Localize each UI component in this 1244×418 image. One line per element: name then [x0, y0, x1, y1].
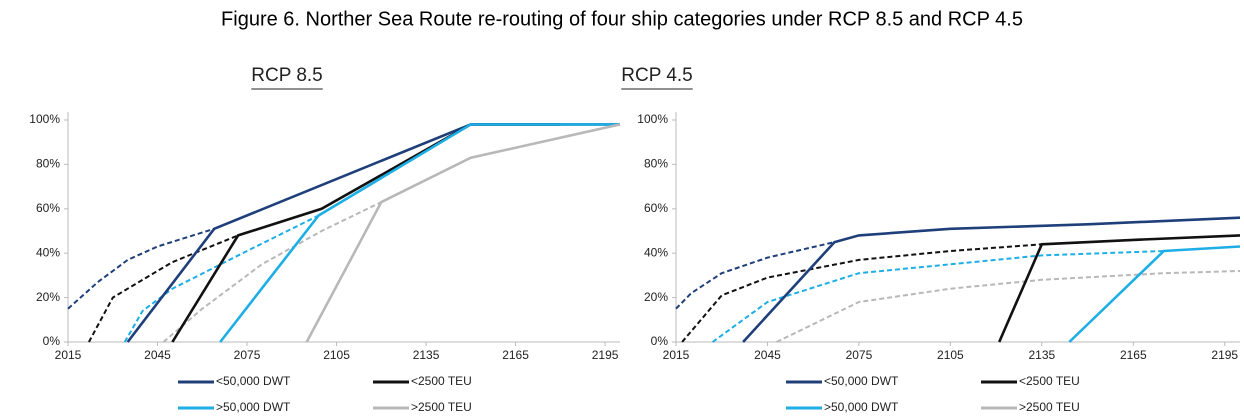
x-tick-label: 2105	[323, 348, 350, 362]
projection-line	[742, 216, 1241, 343]
projection-line	[171, 123, 561, 343]
figure-title: Figure 6. Norther Sea Route re-routing o…	[221, 8, 1023, 30]
x-tick-label: 2105	[937, 348, 964, 362]
y-tick-label: 60%	[36, 201, 60, 215]
x-tick-label: 2015	[663, 348, 690, 362]
y-tick-label: 60%	[644, 201, 668, 215]
x-tick-label: 2075	[234, 348, 261, 362]
projection-line-dashed	[162, 201, 382, 343]
y-tick-label: 100%	[637, 112, 668, 126]
x-tick-label: 2135	[1028, 348, 1055, 362]
x-tick-label: 2135	[413, 348, 440, 362]
legend-label: <50,000 DWT	[824, 374, 899, 388]
legend-label: <2500 TEU	[1019, 374, 1080, 388]
projection-line-dashed	[675, 241, 835, 310]
legend-label: >2500 TEU	[411, 400, 472, 414]
projection-line	[305, 123, 621, 343]
projection-line-dashed	[712, 250, 1164, 343]
y-tick-label: 20%	[644, 290, 668, 304]
projection-line-dashed	[123, 214, 320, 343]
legend-label: >50,000 DWT	[824, 400, 899, 414]
x-tick-label: 2195	[592, 348, 619, 362]
projection-line-dashed	[776, 270, 1241, 343]
y-tick-label: 40%	[644, 245, 668, 259]
projection-line	[1068, 245, 1241, 343]
projection-line-dashed	[67, 227, 215, 310]
projection-line	[219, 123, 620, 343]
projection-line-dashed	[88, 234, 239, 343]
legend-label: <2500 TEU	[411, 374, 472, 388]
panel-title: RCP 4.5	[621, 65, 692, 86]
panel-title: RCP 8.5	[251, 65, 322, 86]
x-tick-label: 2195	[1211, 348, 1238, 362]
y-tick-label: 40%	[36, 245, 60, 259]
x-tick-label: 2165	[1120, 348, 1147, 362]
y-tick-label: 0%	[651, 334, 669, 348]
y-tick-label: 0%	[43, 334, 61, 348]
legend-label: >50,000 DWT	[216, 400, 291, 414]
x-tick-label: 2075	[846, 348, 873, 362]
y-tick-label: 80%	[36, 157, 60, 171]
legend-label: >2500 TEU	[1019, 400, 1080, 414]
projection-line-dashed	[681, 243, 1042, 343]
y-tick-label: 80%	[644, 157, 668, 171]
y-tick-label: 20%	[36, 290, 60, 304]
x-tick-label: 2045	[754, 348, 781, 362]
y-tick-label: 100%	[29, 112, 60, 126]
projection-line	[998, 234, 1241, 343]
legend-label: <50,000 DWT	[216, 374, 291, 388]
x-tick-label: 2045	[144, 348, 171, 362]
x-tick-label: 2165	[502, 348, 529, 362]
x-tick-label: 2015	[55, 348, 82, 362]
